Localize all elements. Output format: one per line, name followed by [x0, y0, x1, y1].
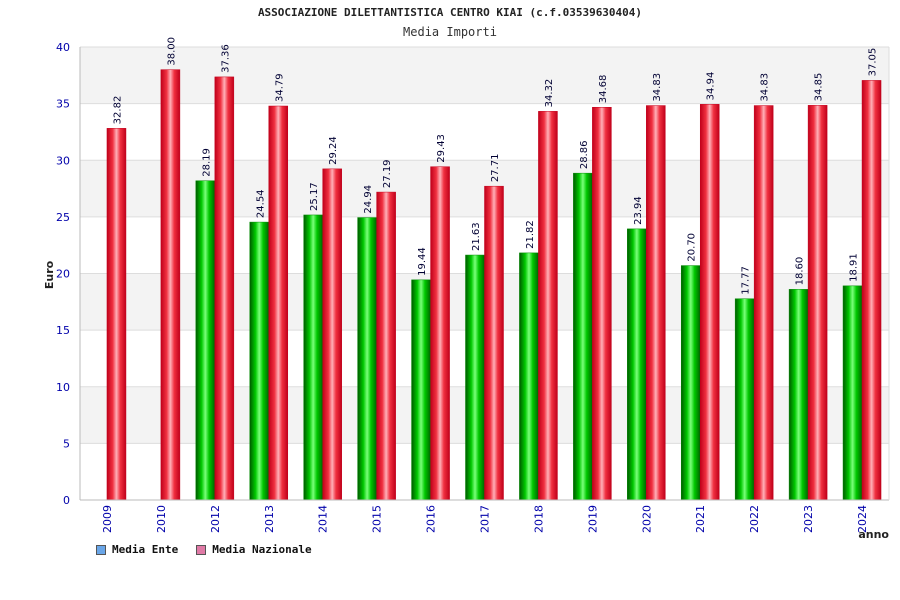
x-tick-label: 2024 [856, 505, 869, 533]
data-labels: 32.82 38.00 28.19 37.36 24.54 34.79 25.17 29.24… [112, 37, 878, 295]
bar-media-ente [249, 221, 270, 501]
data-label-media-nazionale: 27.19 [382, 159, 393, 188]
data-label-media-nazionale: 37.36 [220, 44, 231, 73]
data-label-media-nazionale: 34.94 [706, 72, 717, 101]
data-label-media-nazionale: 29.43 [436, 134, 447, 163]
y-tick-label: 5 [63, 437, 70, 450]
data-label-media-ente: 25.17 [309, 182, 320, 211]
x-tick-label: 2020 [640, 505, 653, 533]
bar-media-nazionale [106, 128, 127, 501]
y-axis-label: Euro [43, 260, 56, 289]
bar-media-nazionale [538, 111, 558, 501]
data-label-media-ente: 28.86 [579, 141, 590, 170]
bar-media-nazionale [430, 166, 450, 501]
legend-item-media-ente: Media Ente [96, 543, 178, 556]
bar-media-nazionale [861, 80, 882, 501]
bar-media-ente [411, 279, 431, 501]
bar-media-nazionale [807, 105, 828, 501]
x-tick-label: 2009 [101, 505, 114, 533]
data-label-media-nazionale: 38.00 [166, 37, 177, 66]
data-label-media-ente: 19.44 [417, 247, 428, 276]
y-tick-label: 30 [56, 154, 70, 167]
data-label-media-nazionale: 34.79 [274, 73, 285, 102]
data-label-media-nazionale: 37.05 [868, 48, 879, 77]
x-tick-label: 2016 [425, 505, 438, 533]
data-label-media-nazionale: 29.24 [328, 136, 339, 165]
data-label-media-ente: 28.19 [201, 148, 212, 177]
chart-subtitle: Media Importi [403, 25, 497, 39]
x-tick-label: 2013 [263, 505, 276, 533]
data-label-media-nazionale: 34.83 [760, 73, 771, 102]
data-label-media-ente: 20.70 [687, 233, 698, 262]
bar-media-ente [788, 289, 809, 501]
legend: Media Ente Media Nazionale [96, 543, 312, 556]
bar-media-ente [357, 217, 377, 501]
bar-media-nazionale [214, 76, 235, 501]
data-label-media-nazionale: 34.32 [544, 79, 555, 108]
legend-swatch-media-ente [96, 544, 106, 555]
x-tick-label: 2012 [209, 505, 222, 533]
x-tick-label: 2019 [586, 505, 599, 533]
data-label-media-nazionale: 34.85 [814, 73, 825, 102]
bars [106, 69, 882, 501]
y-tick-label: 25 [56, 211, 70, 224]
x-tick-label: 2018 [532, 505, 545, 533]
x-tick-label: 2014 [317, 505, 330, 533]
bar-media-nazionale [592, 106, 612, 501]
bar-media-ente [627, 228, 647, 501]
bar-media-ente [519, 252, 539, 501]
y-tick-label: 15 [56, 324, 70, 337]
y-tick-label: 40 [56, 41, 70, 54]
bar-media-ente [734, 298, 755, 501]
bar-media-ente [573, 172, 593, 501]
y-tick-label: 35 [56, 98, 70, 111]
data-label-media-ente: 18.60 [795, 257, 806, 286]
bar-media-nazionale [322, 168, 342, 501]
data-label-media-ente: 21.63 [471, 222, 482, 251]
data-label-media-ente: 23.94 [633, 196, 644, 225]
bar-media-nazionale [376, 191, 396, 501]
legend-label-media-ente: Media Ente [112, 543, 179, 556]
bar-media-ente [680, 265, 701, 501]
legend-swatch-media-nazionale [196, 544, 207, 555]
data-label-media-ente: 24.94 [363, 185, 374, 214]
bar-media-nazionale [484, 185, 504, 501]
y-tick-label: 10 [56, 381, 70, 394]
bar-media-nazionale [699, 104, 720, 501]
x-tick-label: 2010 [155, 505, 168, 533]
data-label-media-ente: 18.91 [849, 253, 860, 282]
axes: 0 5 10 15 20 25 30 35 40 2009 2010 2012 2013 2014 2015… [56, 41, 890, 533]
data-label-media-ente: 17.77 [741, 266, 752, 295]
data-label-media-nazionale: 34.83 [652, 73, 663, 102]
data-label-media-nazionale: 27.71 [490, 154, 501, 183]
x-tick-label: 2015 [371, 505, 384, 533]
bar-media-ente [465, 254, 485, 501]
bar-media-nazionale [753, 105, 774, 501]
data-label-media-nazionale: 34.68 [598, 75, 609, 104]
bar-media-ente [842, 285, 863, 501]
data-label-media-ente: 24.54 [255, 189, 266, 218]
bar-media-nazionale [268, 105, 289, 501]
legend-label-media-nazionale: Media Nazionale [212, 543, 312, 556]
data-label-media-nazionale: 32.82 [112, 96, 123, 125]
x-tick-label: 2017 [479, 505, 492, 533]
y-tick-label: 0 [63, 494, 70, 507]
x-axis-label: anno [858, 528, 889, 541]
bar-media-nazionale [646, 105, 666, 501]
data-label-media-ente: 21.82 [525, 220, 536, 249]
bar-media-ente [303, 214, 323, 501]
bar-media-nazionale [160, 69, 181, 501]
x-tick-label: 2021 [694, 505, 707, 533]
chart-title: ASSOCIAZIONE DILETTANTISTICA CENTRO KIAI… [257, 6, 643, 19]
y-tick-label: 20 [56, 268, 70, 281]
x-tick-label: 2022 [748, 505, 761, 533]
x-tick-label: 2023 [802, 505, 815, 533]
legend-item-media-nazionale: Media Nazionale [196, 543, 312, 556]
bar-media-ente [195, 180, 216, 501]
